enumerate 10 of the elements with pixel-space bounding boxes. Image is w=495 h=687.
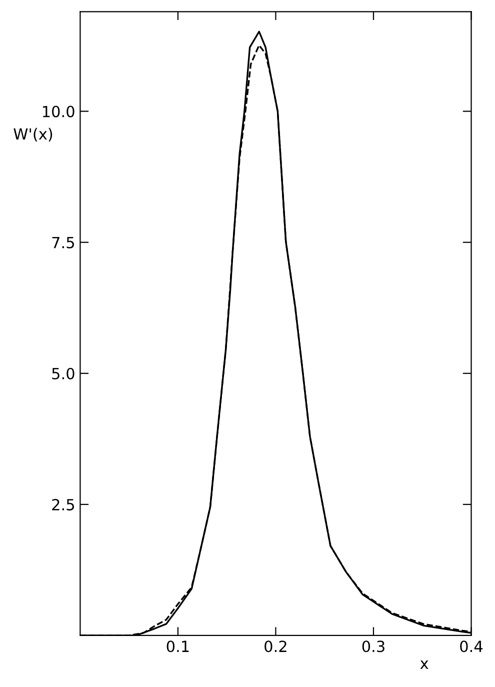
x-tick-label: 0.2	[264, 640, 286, 652]
y-tick-label: 2.5	[52, 498, 74, 510]
x-tick-label: 0.3	[362, 640, 384, 652]
y-tick-label: 10.0	[42, 106, 74, 118]
x-tick-label: 0.4	[460, 640, 483, 652]
x-axis-title: x	[420, 660, 428, 669]
x-tick-label: 0.1	[166, 640, 189, 652]
y-axis-title: W'(x)	[14, 128, 52, 142]
y-tick-label: 5.0	[52, 368, 74, 380]
y-tick-label: 7.5	[52, 236, 74, 248]
